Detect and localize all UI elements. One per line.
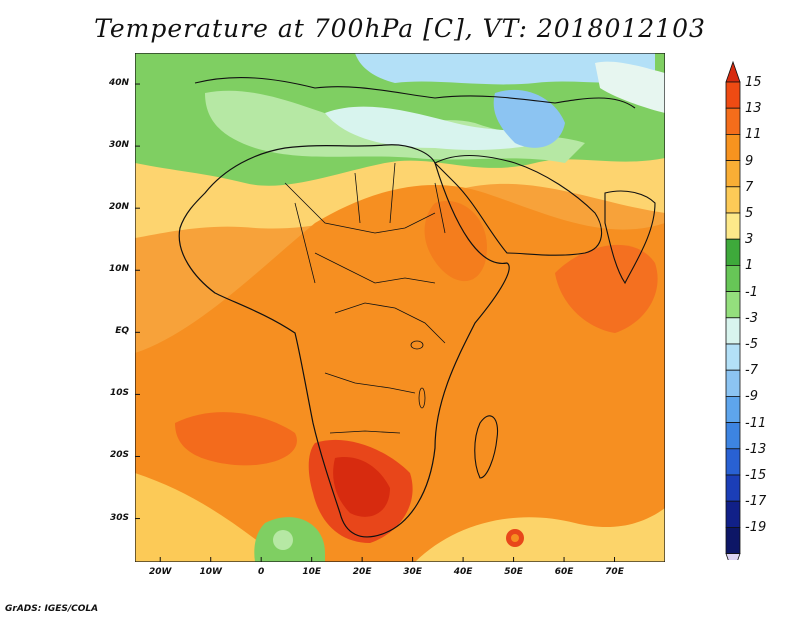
colorbar-swatch	[725, 212, 741, 240]
colorbar-swatch	[725, 291, 741, 319]
colorbar-swatch	[725, 264, 741, 292]
colorbar-level-label: 3	[745, 232, 754, 248]
colorbar-swatch	[725, 134, 741, 162]
temperature-map	[135, 53, 665, 562]
x-tick-label: 10E	[302, 567, 321, 577]
y-tick-label: EQ	[115, 326, 129, 337]
colorbar-level-label: 15	[745, 75, 762, 90]
colorbar	[725, 60, 741, 560]
colorbar-level-label: -7	[745, 363, 758, 379]
colorbar-level-label: -3	[745, 310, 758, 326]
colorbar-swatch	[725, 317, 741, 345]
y-tick-label: 10N	[108, 264, 129, 275]
x-tick-label: 70E	[605, 567, 624, 577]
x-tick-label: 0	[258, 567, 265, 577]
colorbar-level-label: -11	[745, 415, 767, 431]
colorbar-level-label: -17	[745, 494, 767, 510]
colorbar-top-arrow	[725, 60, 741, 83]
y-tick-label: 30N	[108, 140, 129, 151]
y-tick-label: 30S	[109, 512, 129, 523]
colorbar-swatch	[725, 422, 741, 450]
colorbar-swatch	[725, 448, 741, 476]
colorbar-swatch	[725, 500, 741, 528]
y-tick-label: 20N	[108, 202, 129, 213]
colorbar-swatch	[725, 474, 741, 502]
colorbar-swatch	[725, 81, 741, 109]
colorbar-level-label: -5	[745, 337, 758, 352]
colorbar-level-label: 1	[745, 258, 754, 274]
x-tick-label: 20E	[352, 567, 372, 577]
y-tick-label: 20S	[109, 450, 129, 461]
map-title: Temperature at 700hPa [C], VT: 201801210…	[94, 14, 706, 43]
x-tick-label: 60E	[554, 567, 574, 577]
colorbar-swatch	[725, 343, 741, 371]
colorbar-level-label: 7	[745, 179, 754, 195]
x-tick-label: 20W	[149, 567, 172, 577]
colorbar-level-label: 11	[745, 127, 762, 143]
colorbar-level-label: -19	[745, 520, 767, 536]
colorbar-level-label: -15	[745, 468, 767, 483]
y-tick-label: 10S	[109, 388, 129, 399]
colorbar-level-label: 5	[745, 206, 754, 221]
colorbar-swatch	[725, 238, 741, 266]
colorbar-swatch	[725, 526, 741, 554]
warm-area-africa	[135, 184, 665, 562]
colorbar-level-label: -1	[745, 284, 758, 300]
colorbar-swatch	[725, 160, 741, 188]
x-tick-label: 30E	[403, 567, 422, 577]
colorbar-swatch	[725, 186, 741, 214]
colorbar-swatch	[725, 107, 741, 135]
africa-coastline	[178, 144, 510, 538]
credit-text: GrADS: IGES/COLA	[5, 604, 99, 614]
colorbar-level-label: -13	[745, 441, 767, 457]
y-tick-label: 40N	[108, 78, 129, 89]
colorbar-swatch	[725, 395, 741, 423]
colorbar-level-label: 9	[745, 153, 754, 169]
x-tick-label: 10W	[199, 567, 222, 577]
x-tick-label: 40E	[453, 567, 473, 577]
colorbar-level-label: 13	[745, 101, 762, 117]
colorbar-bottom-arrow	[725, 553, 741, 560]
colorbar-level-label: -9	[745, 389, 758, 405]
colorbar-swatch	[725, 369, 741, 397]
x-tick-label: 50E	[504, 567, 523, 577]
